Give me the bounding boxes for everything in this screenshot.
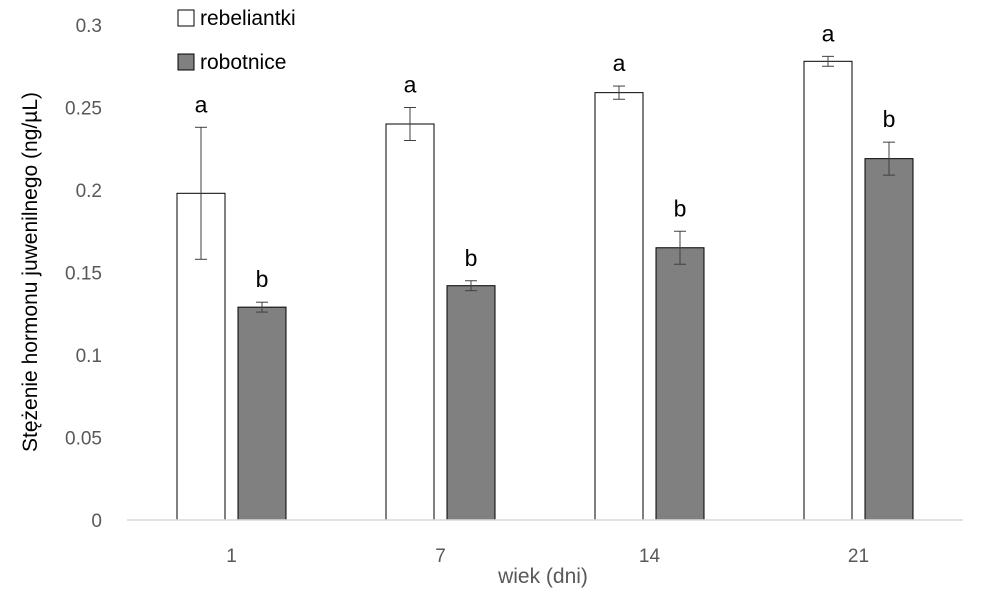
x-axis-label: wiek (dni) (497, 565, 588, 588)
error-bar-robotnice-21 (883, 141, 895, 176)
x-tick-label: 1 (226, 546, 237, 567)
y-tick-label: 0.2 (76, 181, 102, 202)
x-tick-label: 21 (848, 546, 869, 567)
significance-label: b (256, 266, 269, 292)
bar-rebeliantki-14 (594, 92, 644, 521)
bar-robotnice-7 (446, 285, 496, 521)
bar-robotnice-1 (237, 306, 287, 521)
bar-rebeliantki-7 (385, 123, 435, 521)
significance-label: b (674, 195, 687, 221)
legend-label-robotnice: robotnice (200, 51, 286, 74)
legend-swatch-robotnice (177, 53, 195, 71)
x-tick-label: 14 (639, 546, 661, 567)
y-axis-ticks: 0 0.05 0.1 0.15 0.2 0.25 0.3 (65, 16, 102, 532)
error-bar-rebeliantki-14 (613, 85, 625, 100)
bar-rebeliantki-21 (803, 60, 853, 521)
y-tick-label: 0 (91, 511, 102, 532)
legend-label-rebeliantki: rebeliantki (200, 7, 296, 30)
legend: rebeliantki robotnice (177, 7, 296, 74)
bars: a b a b a b a b (176, 20, 914, 521)
error-bar-rebeliantki-1 (195, 126, 207, 260)
y-tick-label: 0.15 (65, 264, 102, 285)
y-tick-label: 0.1 (76, 346, 102, 367)
significance-label: a (195, 91, 208, 117)
error-bar-robotnice-1 (256, 301, 268, 313)
significance-label: b (465, 245, 478, 271)
y-tick-label: 0.05 (65, 429, 102, 450)
y-axis-label: Stężenie hormonu juwenilnego (ng/µL) (19, 92, 42, 452)
bar-robotnice-21 (864, 158, 914, 521)
y-tick-label: 0.3 (76, 16, 102, 37)
error-bar-rebeliantki-21 (822, 55, 834, 67)
error-bar-robotnice-7 (465, 280, 477, 292)
x-axis-ticks: 1 7 14 21 (226, 546, 869, 567)
y-tick-label: 0.25 (65, 99, 102, 120)
error-bar-robotnice-14 (674, 230, 686, 265)
x-tick-label: 7 (435, 546, 446, 567)
error-bar-rebeliantki-7 (404, 107, 416, 141)
significance-label: b (883, 106, 896, 132)
legend-swatch-rebeliantki (177, 9, 195, 27)
significance-label: a (613, 50, 626, 76)
significance-label: a (822, 20, 835, 46)
significance-label: a (404, 72, 417, 98)
bar-robotnice-14 (655, 247, 705, 521)
